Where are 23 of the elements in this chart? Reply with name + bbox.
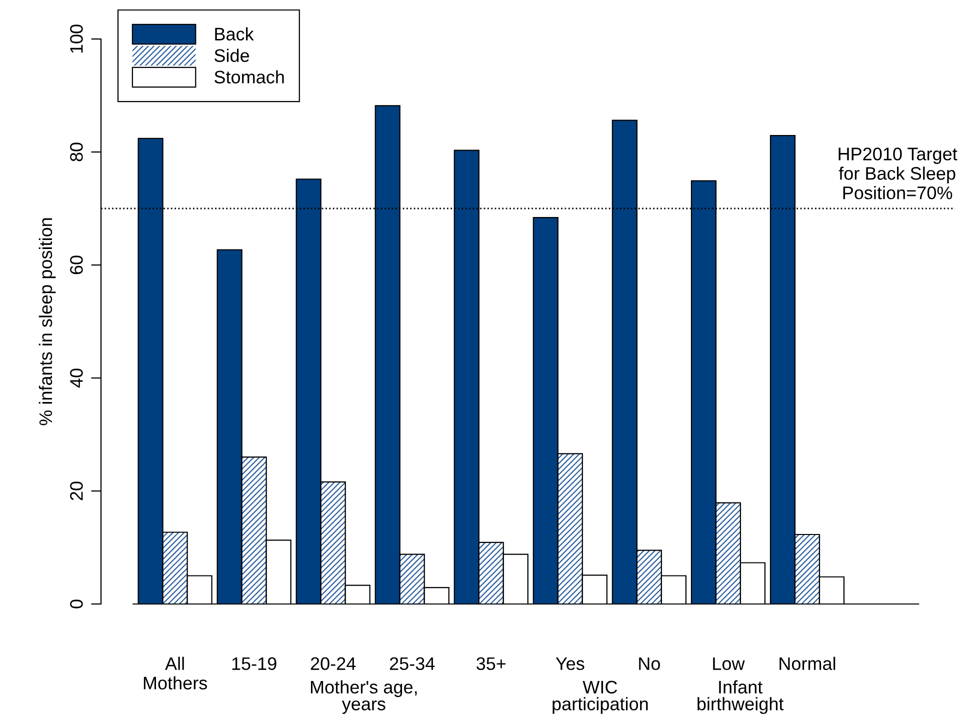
x-tick-label: All Mothers <box>144 656 208 690</box>
y-tick-label: 100 <box>70 24 83 53</box>
y-axis-title: % infants in sleep position <box>38 218 56 426</box>
ref-line-label: HP2010 Target for Back Sleep Position=70% <box>838 148 958 200</box>
legend-label: Side <box>214 48 250 62</box>
text: Infant birthweight <box>698 680 784 714</box>
y-tick-label: 80 <box>70 142 83 162</box>
text: Mother's age, years <box>310 680 417 714</box>
x-tick-label: 35+ <box>476 657 506 670</box>
legend-label: Back <box>215 27 254 41</box>
legend-label: Stomach <box>214 70 284 84</box>
text: WIC participation <box>552 680 648 714</box>
y-tick-label: 40 <box>70 368 83 388</box>
y-tick-label: 60 <box>70 256 83 274</box>
x-tick-label: 20-24 <box>310 657 356 670</box>
x-tick-label: Normal <box>780 656 836 670</box>
x-tick-label: No <box>639 657 660 670</box>
y-tick-label: 20 <box>70 482 83 500</box>
x-tick-label: Low <box>713 657 745 670</box>
x-tick-label: 25-34 <box>390 657 435 670</box>
x-tick-label: Yes <box>556 657 584 670</box>
x-tick-label: 15-19 <box>232 657 276 670</box>
y-tick-label: 0 <box>70 600 83 608</box>
